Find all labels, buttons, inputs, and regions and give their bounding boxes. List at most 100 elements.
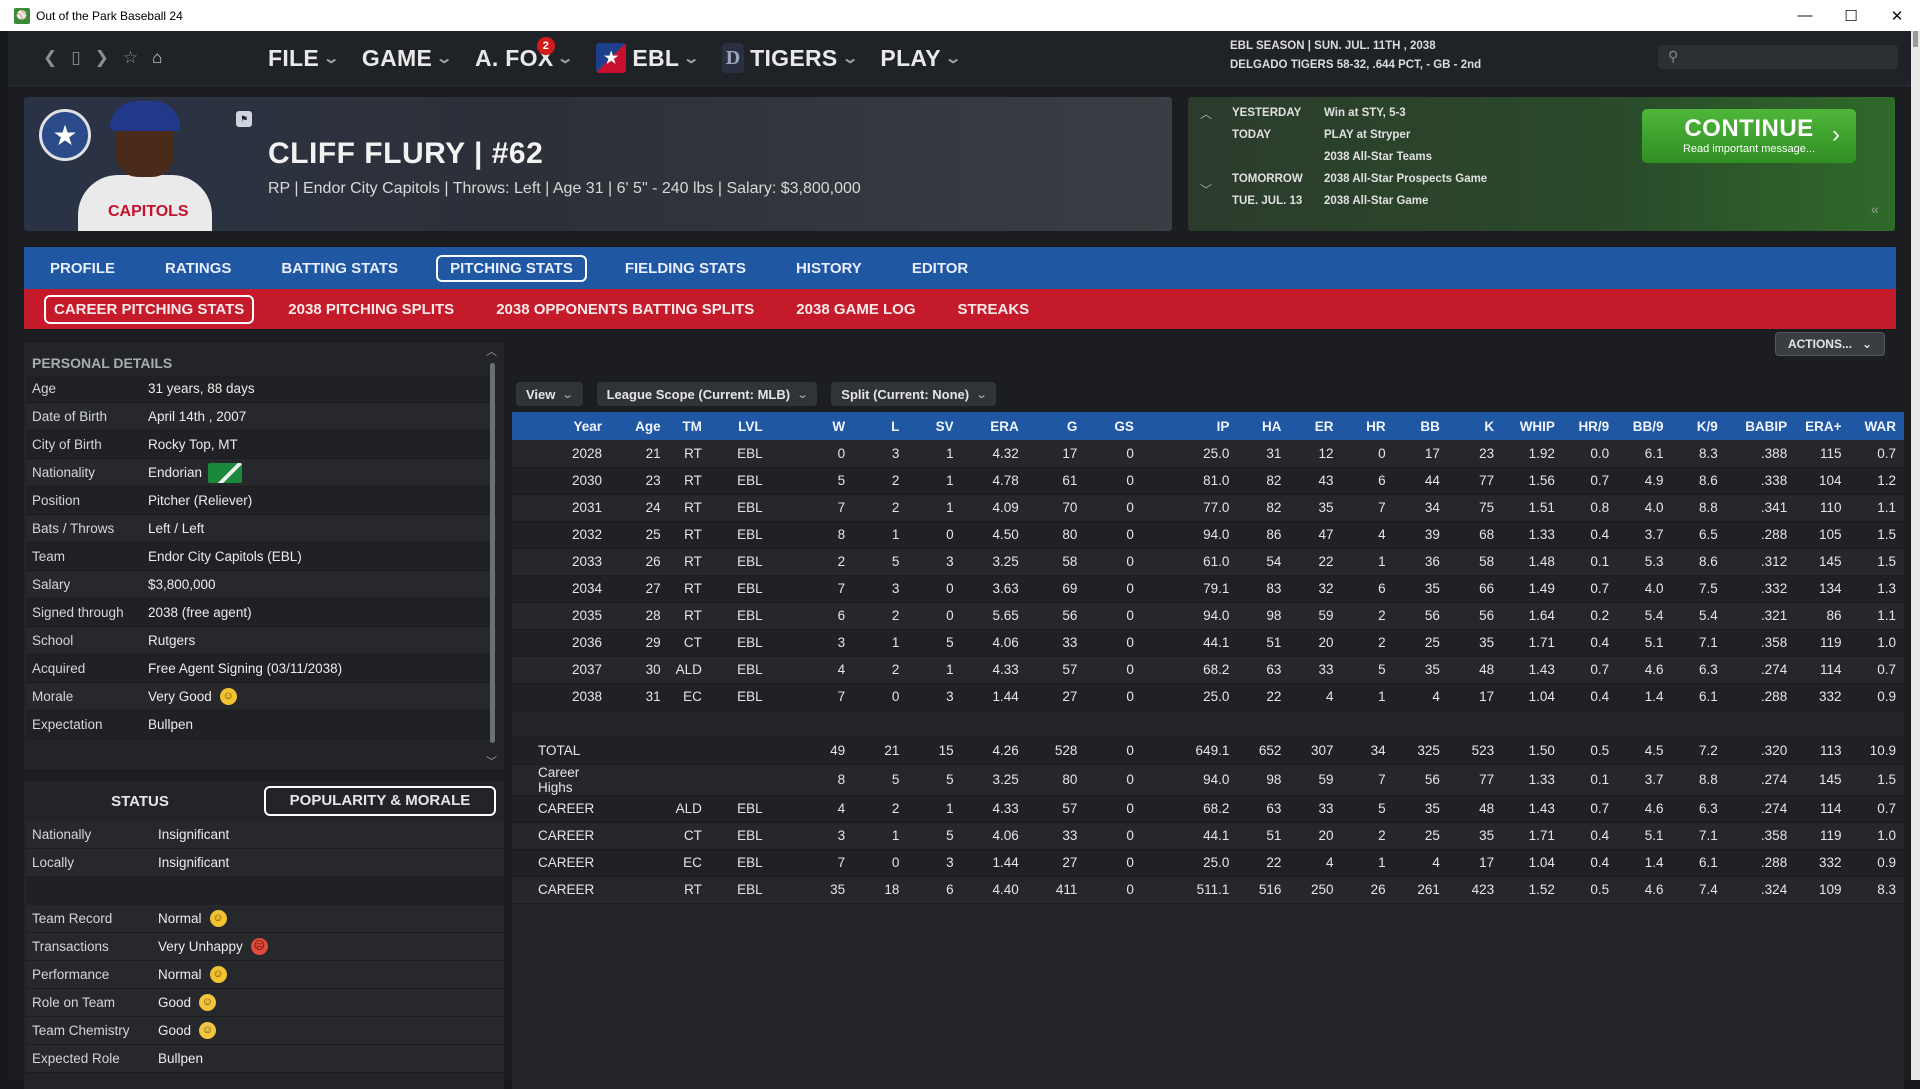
schedule-event[interactable]: 2038 All-Star Game bbox=[1324, 195, 1429, 207]
bookmark-icon[interactable]: ▯ bbox=[71, 48, 81, 67]
search-input[interactable]: ⚲ bbox=[1658, 45, 1898, 69]
column-header[interactable]: W bbox=[770, 412, 854, 440]
table-cell: RT bbox=[668, 876, 710, 904]
schedule-event[interactable]: Win at STY, 5-3 bbox=[1324, 107, 1406, 119]
league-scope-dropdown[interactable]: League Scope (Current: MLB) ⌄ bbox=[596, 382, 818, 406]
star-icon[interactable]: ☆ bbox=[122, 48, 139, 67]
chevron-down-icon: ⌄ bbox=[796, 388, 809, 401]
table-cell: 25.0 bbox=[1141, 683, 1238, 711]
column-header[interactable]: ERA+ bbox=[1795, 412, 1850, 440]
column-header[interactable]: IP bbox=[1141, 412, 1238, 440]
column-header[interactable]: K bbox=[1447, 412, 1503, 440]
tab-fielding-stats[interactable]: FIELDING STATS bbox=[624, 259, 746, 277]
table-cell: .288 bbox=[1725, 849, 1796, 877]
column-header[interactable]: SV bbox=[907, 412, 962, 440]
table-cell: 0.1 bbox=[1562, 764, 1618, 796]
column-header[interactable]: G bbox=[1026, 412, 1086, 440]
schedule-event[interactable]: 2038 All-Star Prospects Game bbox=[1324, 173, 1488, 185]
column-header[interactable]: Year bbox=[512, 412, 610, 440]
tab-history[interactable]: HISTORY bbox=[795, 259, 862, 277]
column-header[interactable]: WAR bbox=[1849, 412, 1904, 440]
column-header[interactable]: HA bbox=[1237, 412, 1290, 440]
menu-team[interactable]: D TIGERS ⌄ bbox=[722, 43, 859, 73]
table-cell: EBL bbox=[709, 849, 771, 877]
menu-file[interactable]: FILE ⌄ bbox=[268, 45, 340, 72]
tab-pitching-stats[interactable]: PITCHING STATS bbox=[436, 254, 587, 282]
column-header[interactable]: ER bbox=[1289, 412, 1342, 440]
tab-ratings[interactable]: RATINGS bbox=[165, 259, 232, 277]
table-cell: 134 bbox=[1795, 575, 1850, 603]
table-cell: CAREER bbox=[512, 849, 610, 877]
tab-batting-stats[interactable]: BATTING STATS bbox=[281, 259, 399, 277]
column-header[interactable]: BB bbox=[1393, 412, 1448, 440]
column-header[interactable]: BABIP bbox=[1725, 412, 1796, 440]
subtab-streaks[interactable]: STREAKS bbox=[957, 300, 1030, 318]
table-cell: 2038 bbox=[512, 683, 610, 711]
column-header[interactable]: Age bbox=[609, 412, 669, 440]
forward-icon[interactable]: ❯ bbox=[94, 48, 109, 67]
column-header[interactable]: LVL bbox=[709, 412, 771, 440]
menu-game[interactable]: GAME ⌄ bbox=[362, 45, 453, 72]
column-header[interactable]: K/9 bbox=[1671, 412, 1726, 440]
back-icon[interactable]: ❮ bbox=[43, 48, 58, 67]
column-header[interactable]: HR/9 bbox=[1562, 412, 1618, 440]
subtab-game-log[interactable]: 2038 GAME LOG bbox=[796, 300, 916, 318]
view-dropdown[interactable]: View ⌄ bbox=[516, 382, 583, 406]
table-row: 2037 30 ALD EBL 4 2 1 4.33 57 0 68.2 63 33 5 35 48 1.43 0… bbox=[512, 656, 1904, 684]
column-header[interactable]: BB/9 bbox=[1617, 412, 1672, 440]
scroll-down-icon[interactable]: ﹀ bbox=[486, 756, 497, 768]
menu-league[interactable]: ★ EBL ⌄ bbox=[596, 43, 700, 73]
table-cell: 51 bbox=[1237, 629, 1290, 657]
maximize-button[interactable]: ☐ bbox=[1844, 7, 1858, 25]
table-cell: 0.5 bbox=[1562, 737, 1618, 765]
schedule-event[interactable]: 2038 All-Star Teams bbox=[1324, 151, 1433, 163]
column-header[interactable]: GS bbox=[1085, 412, 1142, 440]
table-cell: 7.4 bbox=[1671, 876, 1726, 904]
column-header[interactable]: L bbox=[853, 412, 908, 440]
scroll-down-icon[interactable]: ﹀ bbox=[1200, 183, 1213, 197]
status-label: Nationally bbox=[32, 827, 92, 842]
close-button[interactable]: ✕ bbox=[1890, 7, 1904, 25]
table-cell: 23 bbox=[609, 467, 669, 495]
table-cell: 0 bbox=[907, 521, 962, 549]
menu-play[interactable]: PLAY ⌄ bbox=[880, 45, 961, 72]
collapse-icon[interactable]: « bbox=[1871, 201, 1879, 217]
split-dropdown[interactable]: Split (Current: None) ⌄ bbox=[831, 382, 997, 406]
table-cell: 7.1 bbox=[1671, 822, 1726, 850]
table-cell: 6 bbox=[770, 602, 854, 630]
tab-popularity-morale[interactable]: POPULARITY & MORALE bbox=[263, 786, 496, 816]
continue-button[interactable]: CONTINUE Read important message... › bbox=[1642, 109, 1856, 163]
subtab-opponents-batting-splits[interactable]: 2038 OPPONENTS BATTING SPLITS bbox=[496, 300, 755, 318]
column-header[interactable]: HR bbox=[1341, 412, 1394, 440]
detail-label: Age bbox=[32, 381, 57, 396]
table-cell: 48 bbox=[1447, 795, 1503, 823]
table-cell: 2 bbox=[853, 795, 908, 823]
scroll-up-icon[interactable]: ︿ bbox=[486, 346, 497, 358]
scroll-up-icon[interactable]: ︿ bbox=[1200, 107, 1213, 121]
subtab-career-pitching-stats[interactable]: CAREER PITCHING STATS bbox=[44, 294, 255, 324]
tab-status[interactable]: STATUS bbox=[111, 792, 169, 810]
subtab-pitching-splits[interactable]: 2038 PITCHING SPLITS bbox=[288, 300, 455, 318]
schedule-event[interactable]: PLAY at Stryper bbox=[1324, 129, 1411, 141]
menu-manager[interactable]: A. FOX 2 ⌄ bbox=[475, 36, 575, 72]
column-header[interactable]: WHIP bbox=[1502, 412, 1563, 440]
column-header[interactable]: ERA bbox=[961, 412, 1027, 440]
table-cell: 0.7 bbox=[1562, 795, 1618, 823]
table-cell: 68.2 bbox=[1141, 795, 1238, 823]
personal-details-heading: PERSONAL DETAILS bbox=[32, 355, 173, 371]
actions-button[interactable]: ACTIONS... ⌄ bbox=[1775, 332, 1885, 356]
table-cell: 22 bbox=[1289, 548, 1342, 576]
table-cell: 5 bbox=[770, 467, 854, 495]
window-scrollbar[interactable] bbox=[1911, 31, 1920, 1080]
table-cell: 1.33 bbox=[1502, 764, 1563, 796]
home-icon[interactable]: ⌂ bbox=[152, 48, 163, 67]
column-header[interactable]: TM bbox=[668, 412, 710, 440]
minimize-button[interactable]: — bbox=[1797, 7, 1813, 24]
tab-editor[interactable]: EDITOR bbox=[911, 259, 969, 277]
table-cell: EBL bbox=[709, 629, 771, 657]
tab-profile[interactable]: PROFILE bbox=[50, 259, 116, 277]
league-scope-label: League Scope (Current: MLB) bbox=[606, 386, 791, 402]
player-tabs: PROFILE RATINGS BATTING STATS PITCHING S… bbox=[24, 247, 1896, 289]
details-scrollbar[interactable]: ︿ ﹀ bbox=[486, 343, 498, 769]
table-cell: 2028 bbox=[512, 440, 610, 468]
